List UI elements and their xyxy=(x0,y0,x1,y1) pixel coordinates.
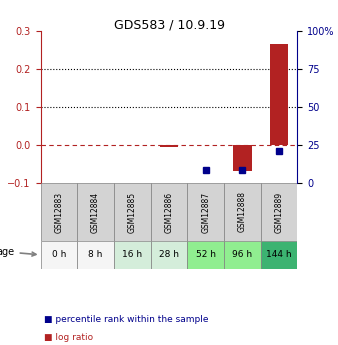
Text: GSM12884: GSM12884 xyxy=(91,191,100,233)
FancyBboxPatch shape xyxy=(114,184,151,240)
Text: 28 h: 28 h xyxy=(159,250,179,259)
FancyBboxPatch shape xyxy=(224,184,261,240)
FancyBboxPatch shape xyxy=(77,240,114,269)
FancyBboxPatch shape xyxy=(114,240,151,269)
Text: 8 h: 8 h xyxy=(89,250,103,259)
Text: GSM12888: GSM12888 xyxy=(238,191,247,233)
FancyBboxPatch shape xyxy=(261,184,297,240)
Text: GSM12886: GSM12886 xyxy=(165,191,173,233)
Text: 0 h: 0 h xyxy=(52,250,66,259)
Text: ■ log ratio: ■ log ratio xyxy=(44,333,93,342)
Text: GSM12885: GSM12885 xyxy=(128,191,137,233)
Text: 52 h: 52 h xyxy=(196,250,216,259)
FancyBboxPatch shape xyxy=(187,184,224,240)
Text: GSM12883: GSM12883 xyxy=(54,191,64,233)
Bar xyxy=(270,45,288,145)
Text: 96 h: 96 h xyxy=(232,250,252,259)
FancyBboxPatch shape xyxy=(41,184,77,240)
FancyBboxPatch shape xyxy=(77,184,114,240)
FancyBboxPatch shape xyxy=(151,184,187,240)
Text: GSM12889: GSM12889 xyxy=(274,191,284,233)
FancyBboxPatch shape xyxy=(41,240,77,269)
Text: 144 h: 144 h xyxy=(266,250,292,259)
Bar xyxy=(160,145,178,147)
Text: age: age xyxy=(0,247,36,257)
FancyBboxPatch shape xyxy=(224,240,261,269)
FancyBboxPatch shape xyxy=(187,240,224,269)
Bar xyxy=(233,145,251,171)
FancyBboxPatch shape xyxy=(151,240,187,269)
Text: ■ percentile rank within the sample: ■ percentile rank within the sample xyxy=(44,315,209,324)
Text: 16 h: 16 h xyxy=(122,250,142,259)
FancyBboxPatch shape xyxy=(261,240,297,269)
Text: GDS583 / 10.9.19: GDS583 / 10.9.19 xyxy=(114,19,224,32)
Text: GSM12887: GSM12887 xyxy=(201,191,210,233)
